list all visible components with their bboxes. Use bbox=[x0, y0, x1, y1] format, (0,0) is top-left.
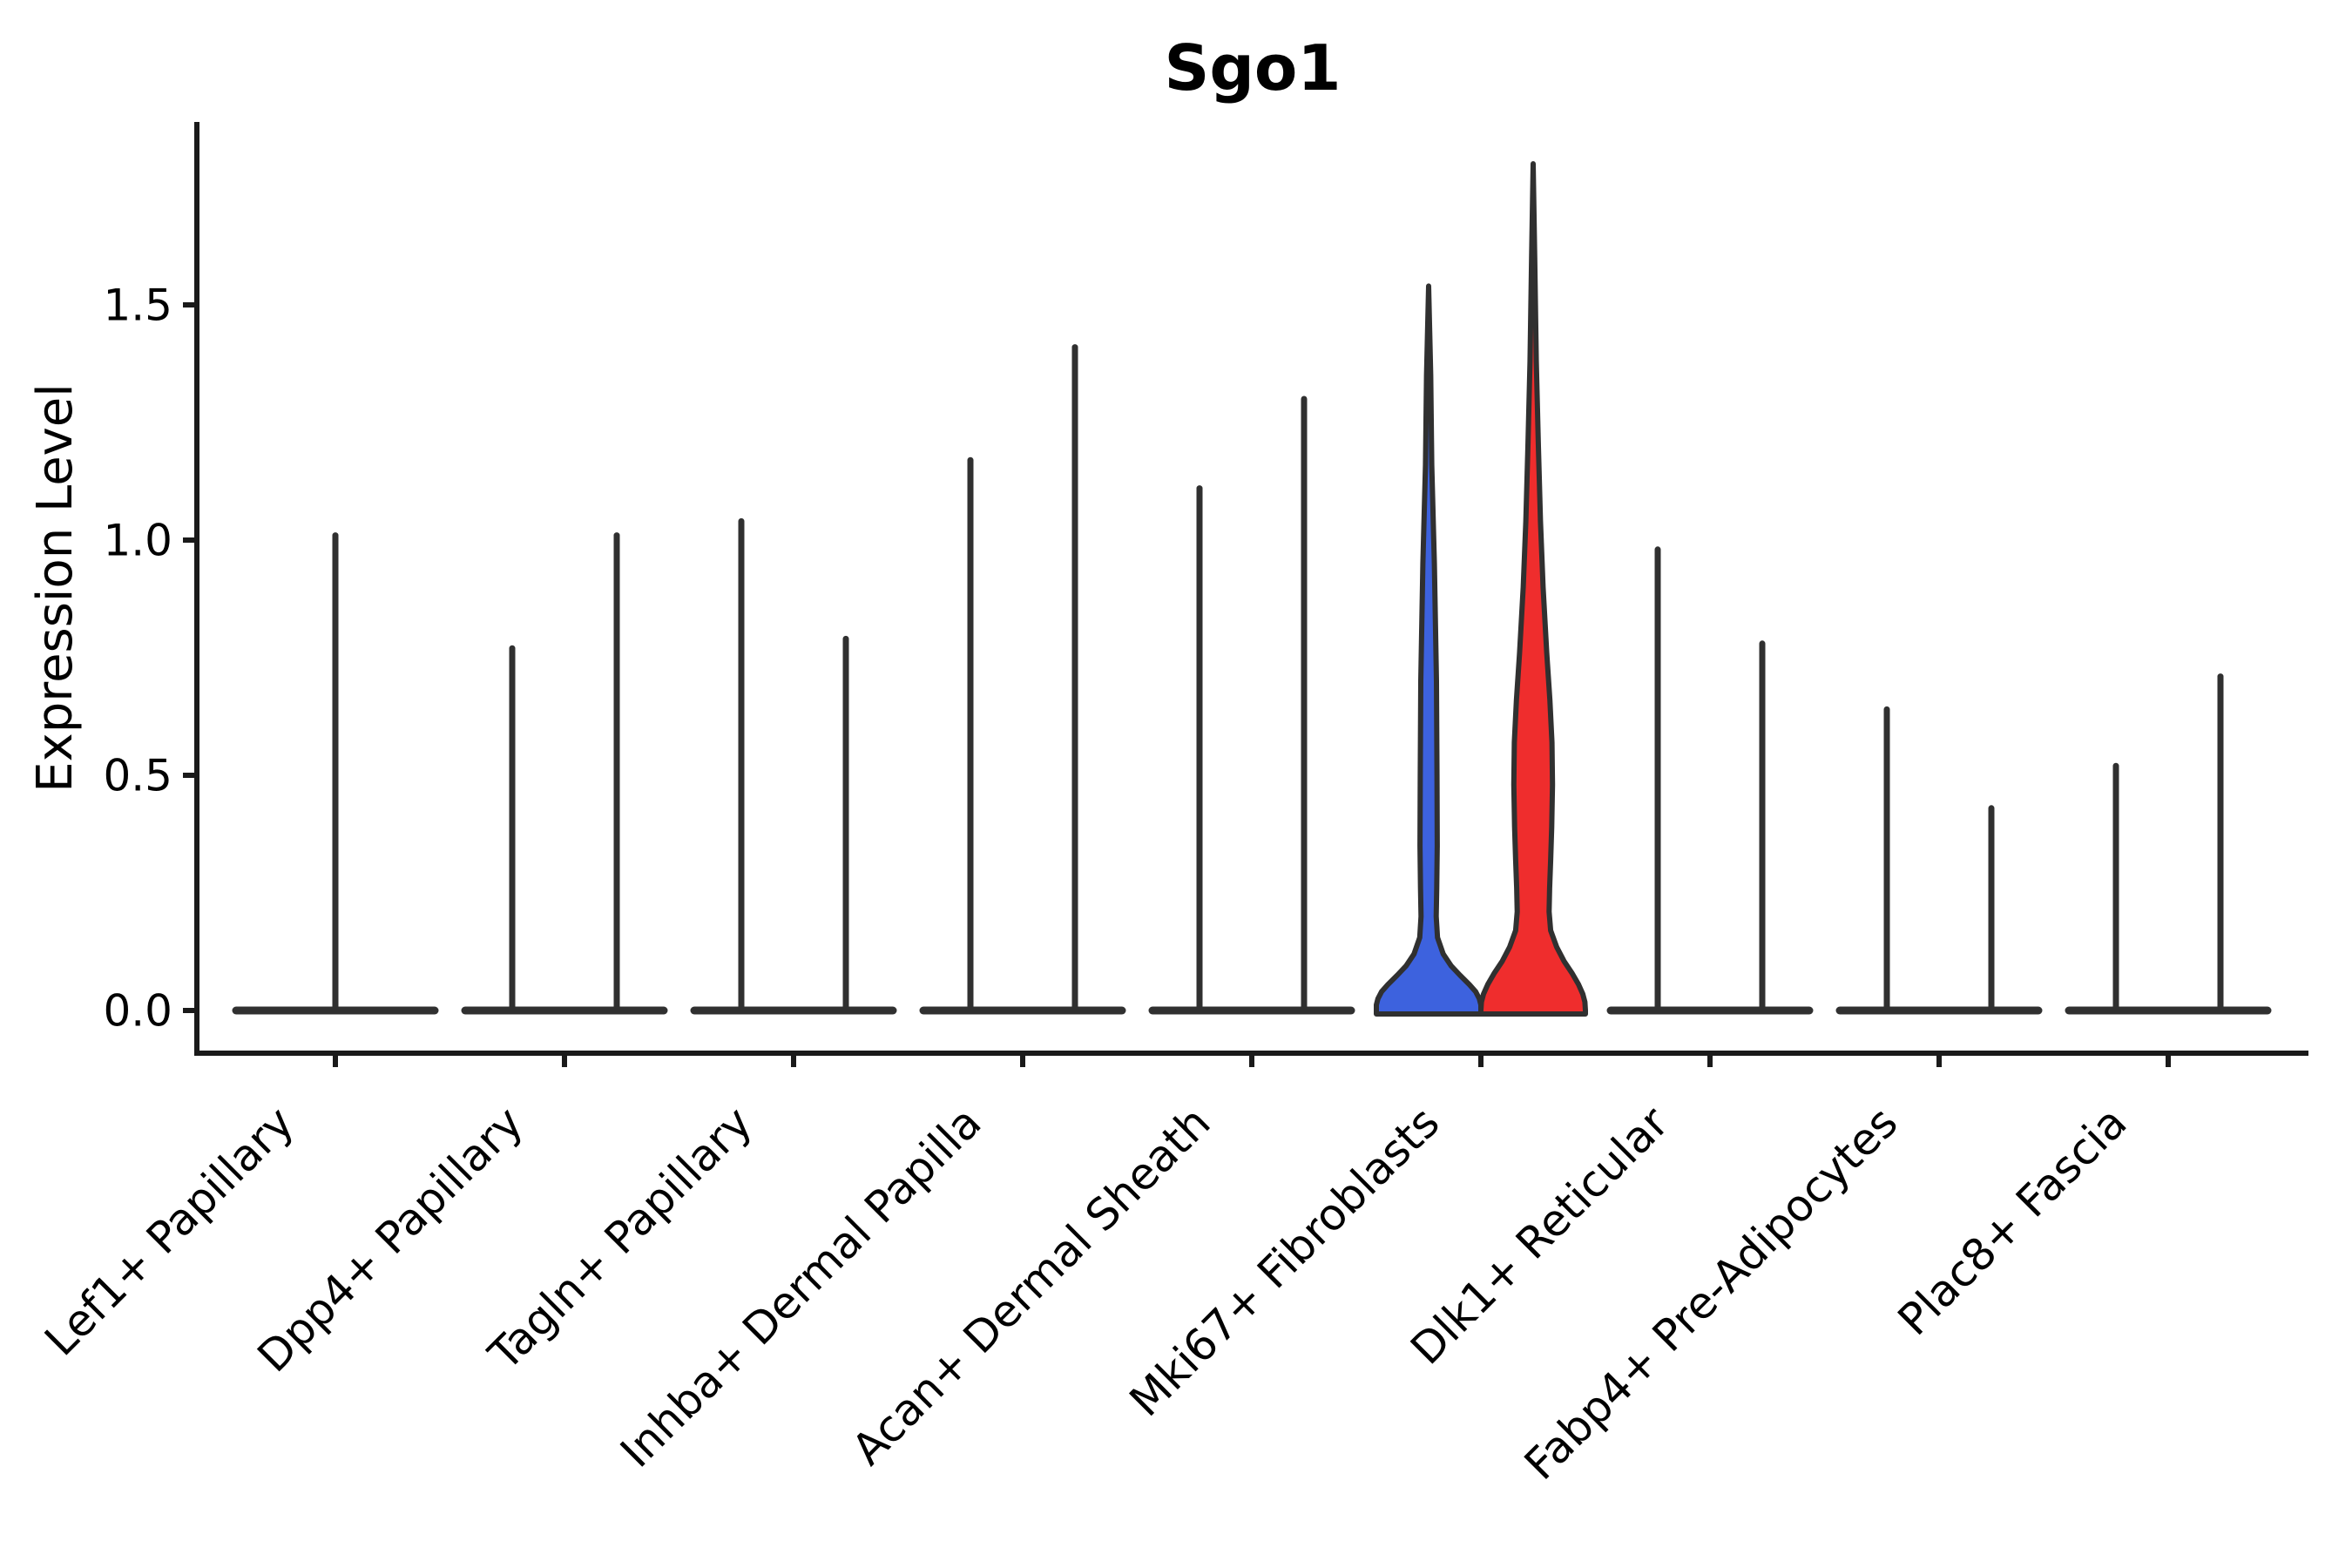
violin-body-red bbox=[1478, 161, 1588, 1017]
y-tick-label: 0.5 bbox=[103, 751, 172, 801]
y-tick-label: 1.0 bbox=[103, 516, 172, 566]
violin-series bbox=[232, 161, 2272, 1017]
y-tick-label: 0.0 bbox=[103, 986, 172, 1037]
y-axis-ticks: 0.0 0.5 1.0 1.5 bbox=[103, 280, 197, 1037]
y-axis-label: Expression Level bbox=[27, 383, 84, 793]
chart-title: Sgo1 bbox=[1165, 31, 1342, 105]
x-tick-label: Plac8+ Fascia bbox=[1889, 1097, 2137, 1345]
x-tick-label: Lef1+ Papillary bbox=[35, 1097, 303, 1365]
x-tick-label: Fabp4+ Pre-Adipocytes bbox=[1515, 1097, 1908, 1490]
y-tick-label: 1.5 bbox=[103, 280, 172, 331]
violin-body-blue bbox=[1374, 283, 1484, 1017]
